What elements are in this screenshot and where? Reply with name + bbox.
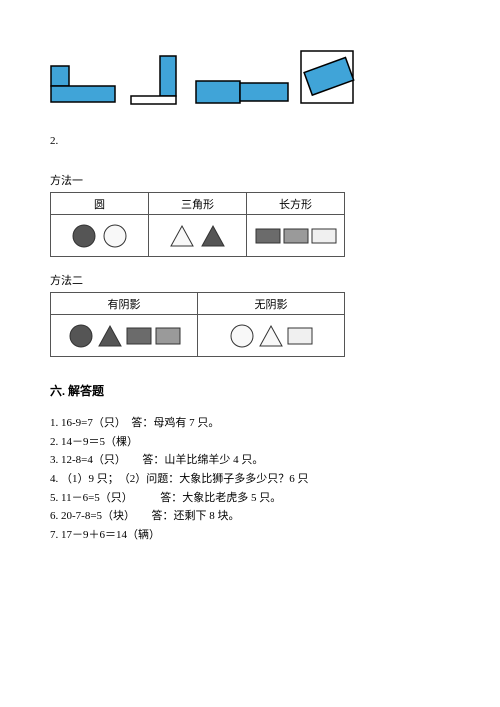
answer-line-4: 4. （1）9 只； （2）问题：大象比狮子多多少只？6 只 bbox=[50, 470, 450, 489]
circle-shaded-icon bbox=[71, 223, 97, 249]
triangle-shaded-icon bbox=[200, 224, 226, 248]
shape-1 bbox=[50, 65, 120, 105]
shape-2 bbox=[130, 55, 185, 105]
method1-header-circle: 圆 bbox=[51, 193, 149, 215]
shape-4 bbox=[300, 50, 355, 105]
answers-block: 1. 16-9=7（只） 答：母鸡有 7 只。 2. 14－9＝5（棵） 3. … bbox=[50, 414, 450, 545]
answer-line-5: 5. 11－6=5（只） 答：大象比老虎多 5 只。 bbox=[50, 489, 450, 508]
answer-line-2: 2. 14－9＝5（棵） bbox=[50, 433, 450, 452]
answer-line-6: 6. 20-7-8=5（块） 答：还剩下 8 块。 bbox=[50, 507, 450, 526]
method1-header-triangle: 三角形 bbox=[149, 193, 247, 215]
circle-unshaded-icon bbox=[102, 223, 128, 249]
method1-label: 方法一 bbox=[50, 172, 450, 188]
rect-unshaded-icon bbox=[311, 228, 337, 244]
method1-cell-circles bbox=[51, 215, 149, 257]
triangle-shaded-icon bbox=[97, 324, 123, 348]
method1-cell-triangles bbox=[149, 215, 247, 257]
method2-cell-shaded bbox=[51, 315, 198, 357]
rect-shaded-dark-icon bbox=[255, 228, 281, 244]
method1-cell-rectangles bbox=[247, 215, 345, 257]
answer-line-1: 1. 16-9=7（只） 答：母鸡有 7 只。 bbox=[50, 414, 450, 433]
circle-unshaded-icon bbox=[229, 323, 255, 349]
rect-shaded-mid-icon bbox=[283, 228, 309, 244]
answer-line-7: 7. 17－9＋6＝14（辆） bbox=[50, 526, 450, 545]
shape-3 bbox=[195, 80, 290, 105]
triangle-unshaded-icon bbox=[258, 324, 284, 348]
section6-title: 六. 解答题 bbox=[50, 382, 450, 399]
method2-cell-unshaded bbox=[198, 315, 345, 357]
rect-unshaded-icon bbox=[287, 327, 313, 345]
method2-table: 有阴影 无阴影 bbox=[50, 292, 345, 357]
top-shapes-row bbox=[50, 50, 450, 105]
method1-table: 圆 三角形 长方形 bbox=[50, 192, 345, 257]
question-2-label: 2. bbox=[50, 135, 450, 147]
method2-header-unshaded: 无阴影 bbox=[198, 293, 345, 315]
method2-label: 方法二 bbox=[50, 272, 450, 288]
circle-shaded-icon bbox=[68, 323, 94, 349]
method2-header-shaded: 有阴影 bbox=[51, 293, 198, 315]
answer-line-3: 3. 12-8=4（只） 答：山羊比绵羊少 4 只。 bbox=[50, 451, 450, 470]
rect-shaded-mid-icon bbox=[155, 327, 181, 345]
method1-header-rectangle: 长方形 bbox=[247, 193, 345, 215]
triangle-unshaded-icon bbox=[169, 224, 195, 248]
rect-shaded-dark-icon bbox=[126, 327, 152, 345]
